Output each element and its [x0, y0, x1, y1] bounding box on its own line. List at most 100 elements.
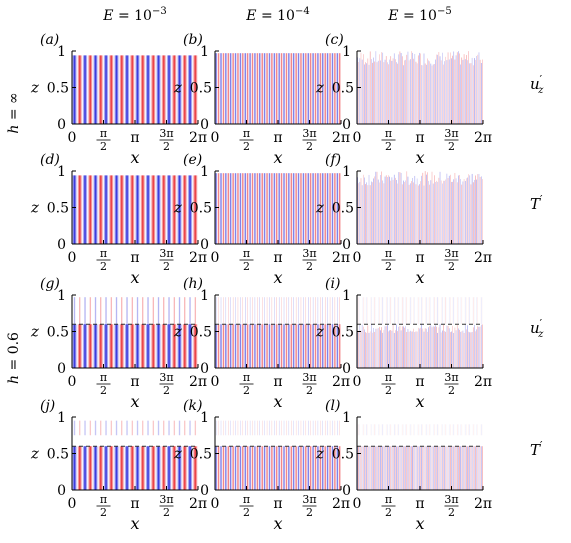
field-stripe	[367, 58, 369, 124]
field-stripe	[392, 179, 394, 244]
field-stripe	[437, 332, 439, 368]
field-stripe	[446, 325, 448, 368]
field-stripe	[314, 446, 317, 490]
y-tick-label: 0.5	[47, 325, 69, 341]
field-stripe	[378, 182, 380, 244]
field-stripe	[444, 61, 446, 124]
field-stripe	[386, 325, 388, 368]
field-stripe	[222, 420, 224, 436]
field-stripe	[448, 59, 450, 124]
field-stripe	[460, 331, 462, 368]
field-stripe	[326, 446, 329, 490]
x-tick-label: 3π	[444, 127, 458, 140]
field-stripe	[166, 175, 172, 244]
field-stripe	[362, 174, 364, 244]
field-stripe	[120, 297, 123, 325]
field-stripe	[89, 420, 92, 436]
field-stripe	[215, 420, 217, 436]
field-stripe	[445, 331, 447, 368]
field-stripe	[141, 297, 144, 325]
x-tick-label: 3π	[302, 371, 316, 384]
field-stripe	[300, 297, 302, 325]
field-stripe	[307, 173, 310, 244]
field-stripe	[217, 446, 220, 490]
field-stripe	[93, 324, 99, 368]
field-stripe	[373, 178, 375, 244]
field-stripe	[474, 175, 477, 244]
field-stripe	[471, 173, 473, 244]
y-tick-label: 0.5	[47, 81, 69, 97]
x-tick-label: 3π	[444, 247, 458, 260]
field-stripe	[161, 324, 167, 368]
field-stripe	[319, 324, 322, 368]
field-stripe	[366, 446, 368, 490]
field-stripe	[264, 297, 266, 325]
field-stripe	[194, 297, 197, 325]
field-stripe	[472, 327, 474, 368]
field-stripe	[177, 446, 183, 490]
field-stripe	[420, 446, 422, 490]
field-stripe	[461, 184, 463, 244]
field-stripe	[234, 446, 237, 490]
x-tick-label: 2π	[332, 250, 350, 266]
field-stripe	[385, 56, 387, 124]
field-stripe	[470, 63, 472, 124]
field-stripe	[398, 446, 400, 490]
field-stripe	[452, 55, 454, 124]
field-stripe	[440, 446, 442, 490]
field-stripe	[292, 173, 295, 244]
field-stripe	[187, 446, 193, 490]
field-stripe	[229, 324, 232, 368]
field-stripe	[307, 53, 310, 124]
field-stripe	[311, 173, 315, 244]
x-tick-label: π	[385, 493, 392, 506]
field-stripe	[468, 51, 470, 124]
field-stripe	[333, 173, 337, 244]
field-stripe	[311, 446, 315, 490]
field-stripe	[261, 446, 264, 490]
field-stripe	[222, 173, 225, 244]
field-stripe	[463, 446, 465, 490]
field-stripe	[237, 297, 239, 325]
x-tick-label: 2	[448, 260, 455, 273]
field-stripe	[452, 181, 454, 244]
x-tick-label: 2	[163, 260, 170, 273]
x-tick-label: 2	[306, 384, 313, 397]
field-stripe	[469, 63, 471, 124]
field-stripe	[302, 324, 305, 368]
field-stripe	[390, 56, 392, 124]
field-stripe	[424, 171, 426, 244]
x-tick-label: 2	[448, 506, 455, 519]
field-stripe	[248, 446, 252, 490]
x-tick-label: 0	[68, 496, 77, 512]
y-tick-label: 0.5	[190, 325, 212, 341]
field-stripe	[413, 182, 415, 244]
field-stripe	[98, 175, 104, 244]
field-stripe	[442, 324, 445, 368]
field-stripe	[448, 446, 450, 490]
field-stripe	[361, 185, 363, 244]
field-stripe	[256, 297, 258, 325]
field-stripe	[457, 328, 459, 368]
field-stripe	[248, 324, 252, 368]
field-stripe	[458, 53, 461, 124]
field-stripe	[393, 174, 395, 244]
field-stripe	[473, 58, 475, 124]
field-stripe	[389, 176, 391, 244]
field-stripe	[468, 446, 470, 490]
field-stripe	[453, 51, 455, 124]
field-stripe	[411, 177, 414, 244]
field-stripe	[391, 60, 393, 124]
field-stripe	[434, 446, 436, 490]
field-stripe	[440, 180, 442, 244]
field-stripe	[87, 55, 93, 124]
field-stripe	[227, 297, 229, 325]
field-stripe	[384, 176, 386, 244]
x-tick-label: 0	[353, 374, 362, 390]
field-stripe	[425, 328, 427, 368]
field-stripe	[471, 57, 473, 124]
field-stripe	[480, 324, 482, 368]
field-stripe	[439, 446, 441, 490]
field-stripe	[387, 331, 390, 368]
